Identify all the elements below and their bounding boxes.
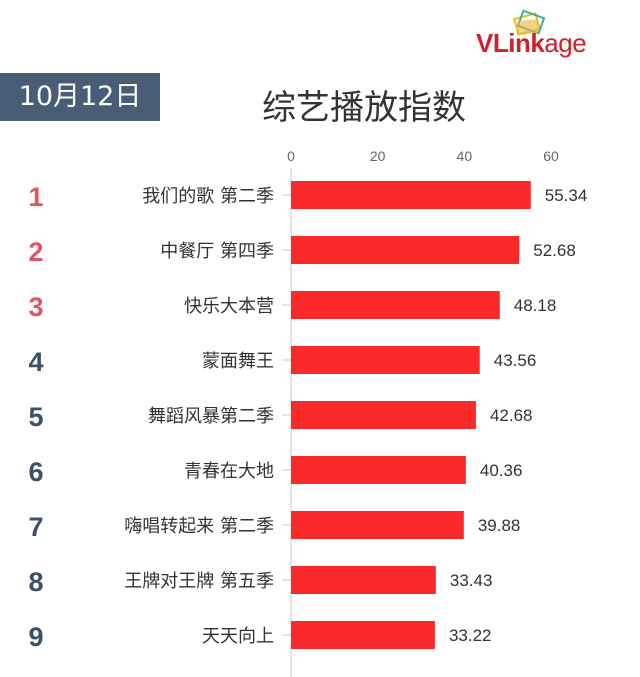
rank-number: 1: [28, 182, 43, 212]
category-label: 中餐厅 第四季: [160, 241, 274, 262]
category-label: 嗨唱转起来 第二季: [124, 516, 274, 537]
category-label: 舞蹈风暴第二季: [148, 406, 274, 427]
x-tick-label: 40: [457, 148, 473, 164]
bar: [291, 566, 436, 594]
data-label: 40.36: [480, 461, 523, 480]
data-label: 52.68: [533, 241, 576, 260]
vlinkage-logo: VLinkage: [476, 28, 587, 58]
bar: [291, 401, 476, 429]
data-label: 42.68: [490, 406, 533, 425]
bar: [291, 181, 531, 209]
logo-icon: [510, 8, 550, 48]
rank-number: 2: [28, 237, 43, 267]
rank-number: 5: [28, 402, 43, 432]
bar: [291, 346, 480, 374]
rank-number: 3: [28, 292, 43, 322]
category-label: 蒙面舞王: [202, 351, 274, 372]
rank-number: 8: [28, 567, 43, 597]
rank-number: 9: [28, 622, 43, 652]
bar: [291, 621, 435, 649]
category-label: 王牌对王牌 第五季: [124, 571, 274, 592]
bar: [291, 236, 520, 264]
chart-title: 综艺播放指数: [262, 88, 466, 128]
rank-number: 6: [28, 457, 43, 487]
data-label: 48.18: [514, 296, 557, 315]
category-label: 青春在大地: [184, 461, 274, 482]
category-label: 快乐大本营: [184, 296, 274, 317]
data-label: 33.43: [450, 571, 493, 590]
date-badge: 10月12日: [0, 73, 160, 121]
data-label: 33.22: [449, 626, 492, 645]
data-label: 39.88: [478, 516, 521, 535]
x-tick-label: 20: [370, 148, 386, 164]
data-label: 55.34: [545, 186, 588, 205]
category-label: 天天向上: [202, 626, 274, 647]
rank-number: 7: [28, 512, 43, 542]
x-tick-label: 0: [287, 148, 295, 164]
x-tick-label: 60: [543, 148, 559, 164]
bar: [291, 456, 466, 484]
bar: [291, 291, 500, 319]
data-label: 43.56: [494, 351, 537, 370]
rank-number: 4: [28, 347, 43, 377]
bar: [291, 511, 464, 539]
category-label: 我们的歌 第二季: [142, 186, 274, 207]
